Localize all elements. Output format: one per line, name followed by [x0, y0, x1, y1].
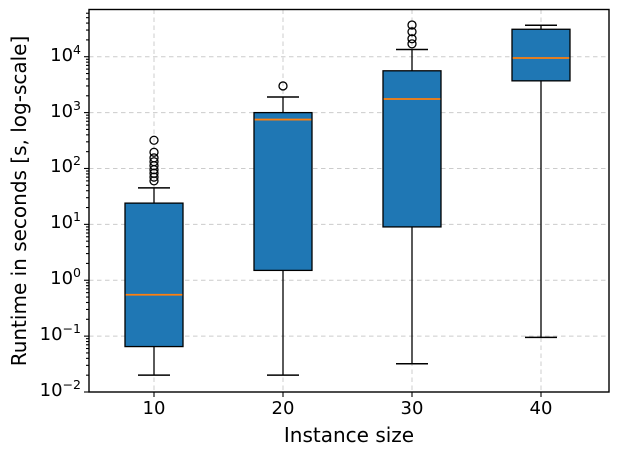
outlier-marker	[278, 81, 288, 91]
x-tick-label: 40	[529, 398, 553, 419]
y-tick-label: 101	[50, 209, 81, 234]
plot-frame	[88, 8, 610, 393]
box-20	[253, 111, 313, 272]
box-40	[511, 28, 571, 82]
outlier-marker	[149, 153, 159, 163]
outlier-marker	[407, 27, 417, 37]
outlier-marker	[407, 39, 417, 49]
y-tick-label: 10−2	[39, 377, 81, 401]
y-tick-label: 102	[50, 153, 81, 178]
box-10	[124, 202, 184, 348]
box-30	[382, 70, 442, 228]
outlier-marker	[149, 147, 159, 157]
outlier-marker	[149, 157, 159, 167]
y-axis-label: Runtime in seconds [s, log-scale]	[7, 35, 31, 367]
y-tick-label: 103	[50, 97, 81, 122]
x-tick-label: 30	[400, 398, 424, 419]
y-tick-label: 104	[50, 41, 81, 66]
outlier-marker	[407, 34, 417, 44]
x-tick-label: 20	[271, 398, 295, 419]
x-axis-label: Instance size	[283, 423, 415, 447]
x-tick-label: 10	[142, 398, 166, 419]
y-tick-label: 100	[50, 265, 81, 290]
y-tick-label: 10−1	[39, 321, 81, 346]
outlier-marker	[407, 20, 417, 30]
outlier-marker	[149, 135, 159, 145]
